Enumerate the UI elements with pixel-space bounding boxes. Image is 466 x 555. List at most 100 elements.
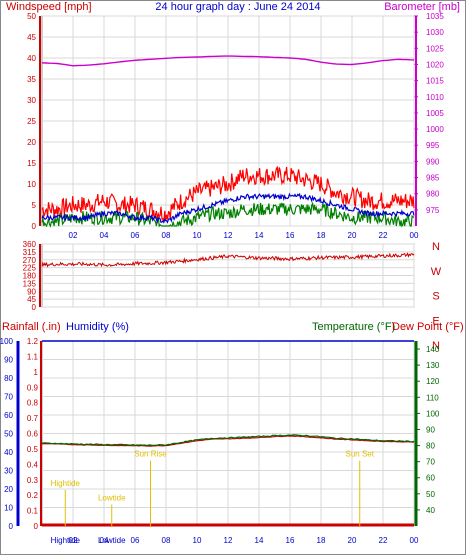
hour-tick: 20 [348, 231, 357, 240]
direction-tick: 360 [23, 240, 37, 249]
compass-label: W [431, 266, 442, 278]
windspeed-tick: 45 [27, 33, 36, 42]
windspeed-tick: 50 [27, 12, 36, 21]
hour-tick: 08 [162, 536, 171, 545]
rainfall-tick: 0.8 [27, 399, 39, 408]
hour-tick: 08 [162, 231, 171, 240]
rainfall-tick: 1.1 [27, 352, 39, 361]
windspeed-tick: 40 [27, 54, 36, 63]
hour-tick: 06 [131, 231, 140, 240]
windspeed-tick: 30 [27, 96, 36, 105]
direction-line [41, 252, 415, 268]
hour-tick: 14 [255, 536, 264, 545]
hour-tick: 10 [193, 231, 202, 240]
direction-tick: 315 [23, 248, 37, 257]
rainfall-tick: 0.4 [27, 460, 39, 469]
windspeed-axis-label: Windspeed [mph] [6, 1, 92, 13]
direction-tick: 180 [23, 272, 37, 281]
windspeed-tick: 0 [32, 222, 37, 231]
hour-tick: 22 [379, 536, 388, 545]
windspeed-average-line [41, 192, 415, 224]
windspeed-tick: 10 [27, 180, 36, 189]
temperature-tick: 100 [426, 409, 440, 418]
humidity-tick: 90 [4, 356, 13, 365]
direction-tick: 45 [27, 295, 36, 304]
windspeed-tick: 20 [27, 138, 36, 147]
rainfall-tick: 0.9 [27, 383, 39, 392]
humidity-tick: 40 [4, 448, 13, 457]
barometer-axis-label: Barometer [mb] [384, 1, 460, 13]
rainfall-tick: 0.3 [27, 476, 39, 485]
event-annotation: Sun Set [346, 450, 375, 459]
temperature-line [41, 434, 415, 447]
humidity-tick: 70 [4, 393, 13, 402]
hour-tick: 06 [131, 536, 140, 545]
hour-tick: 04 [100, 536, 109, 545]
barometer-tick: 980 [426, 190, 440, 199]
temperature-tick: 130 [426, 361, 440, 370]
humidity-tick: 50 [4, 430, 13, 439]
temperature-tick: 80 [426, 442, 435, 451]
humidity-tick: 100 [0, 337, 14, 346]
compass-label: E [432, 315, 439, 327]
windspeed-tick: 15 [27, 159, 36, 168]
direction-tick: 0 [32, 303, 37, 312]
barometer-tick: 1020 [426, 60, 444, 69]
direction-tick: 225 [23, 264, 37, 273]
barometer-tick: 1005 [426, 109, 444, 118]
rain-humidity-temperature-panel: 010203040506070809010000.10.20.30.40.50.… [0, 337, 440, 545]
barometer-tick: 995 [426, 141, 440, 150]
hour-tick: 04 [100, 231, 109, 240]
compass-label: S [432, 291, 439, 303]
barometer-tick: 975 [426, 206, 440, 215]
temperature-tick: 40 [426, 506, 435, 515]
windspeed-low-line [41, 201, 415, 228]
humidity-tick: 80 [4, 374, 13, 383]
humidity-tick: 0 [9, 522, 14, 531]
barometer-tick: 1000 [426, 125, 444, 134]
temperature-tick: 140 [426, 345, 440, 354]
temperature-tick: 110 [426, 393, 439, 402]
hour-tick: 16 [286, 536, 295, 545]
compass-label: N [432, 241, 440, 253]
rainfall-tick: 0.2 [27, 491, 39, 500]
hour-tick: 20 [348, 536, 357, 545]
direction-tick: 90 [27, 287, 36, 296]
rainfall-tick: 0 [34, 522, 39, 531]
event-annotation: Sun Rise [134, 450, 167, 459]
hour-tick: 16 [286, 231, 295, 240]
barometer-tick: 985 [426, 174, 440, 183]
barometer-tick: 1015 [426, 77, 444, 86]
barometer-tick: 1030 [426, 28, 444, 37]
temperature-tick: 70 [426, 458, 435, 467]
hour-tick: 18 [317, 231, 326, 240]
compass-label: N [432, 340, 440, 352]
barometer-line [41, 55, 415, 67]
humidity-axis-label: Humidity (%) [66, 321, 129, 333]
event-annotation: Lowtide [98, 494, 126, 503]
hour-tick: 00 [410, 536, 419, 545]
hour-tick: 02 [69, 536, 78, 545]
humidity-tick: 60 [4, 411, 13, 420]
rainfall-tick: 1 [34, 368, 39, 377]
temperature-tick: 90 [426, 425, 435, 434]
hour-tick: 18 [317, 536, 326, 545]
humidity-tick: 30 [4, 467, 13, 476]
event-annotation: Hightide [51, 479, 81, 488]
rainfall-tick: 0.5 [27, 445, 39, 454]
hour-tick: 14 [255, 231, 264, 240]
direction-tick: 135 [23, 279, 37, 288]
windspeed-tick: 35 [27, 75, 36, 84]
rainfall-tick: 1.2 [27, 337, 39, 346]
hour-tick: 02 [69, 231, 78, 240]
humidity-tick: 10 [4, 504, 13, 513]
rainfall-axis-label: Rainfall (.in) [2, 321, 61, 333]
rainfall-tick: 0.6 [27, 430, 39, 439]
barometer-tick: 1010 [426, 93, 444, 102]
barometer-tick: 1035 [426, 12, 444, 21]
temperature-tick: 50 [426, 490, 435, 499]
windspeed-tick: 5 [32, 201, 37, 210]
